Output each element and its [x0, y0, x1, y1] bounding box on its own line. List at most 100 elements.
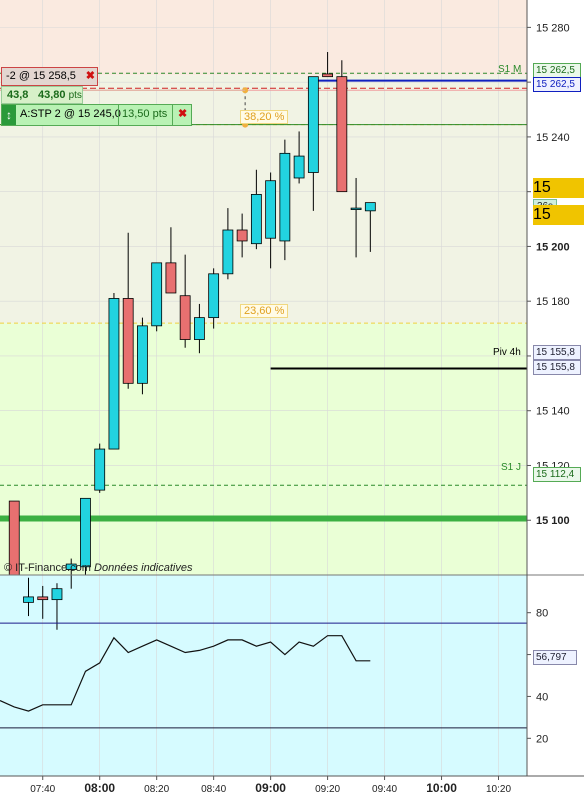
- x-tick-label: 10:20: [486, 784, 511, 793]
- candle[interactable]: [37, 585, 49, 619]
- candle[interactable]: [80, 497, 91, 575]
- candle-body: [65, 563, 77, 570]
- candle[interactable]: [222, 208, 234, 280]
- x-tick-label: 09:40: [372, 784, 397, 793]
- price-tag-s1m: 15 262,5: [533, 63, 581, 78]
- level-label-piv4h: Piv 4h: [493, 347, 521, 358]
- candle[interactable]: [151, 262, 163, 332]
- order-value-b-number: 43,80: [38, 89, 66, 101]
- candle-body: [194, 317, 205, 340]
- candle-body: [364, 202, 376, 212]
- last-price-tag-top: 15 214,1: [533, 178, 584, 198]
- divider: [172, 105, 173, 125]
- candle-body: [94, 448, 106, 491]
- candle[interactable]: [23, 577, 34, 617]
- candle[interactable]: [364, 202, 376, 252]
- stop-order-text: A:STP 2 @ 15 245,0: [20, 108, 121, 120]
- price-tag-blue: 15 262,5: [533, 77, 581, 92]
- candle[interactable]: [350, 177, 362, 258]
- cancel-stop-order-icon[interactable]: ✖: [178, 108, 188, 120]
- candle-body: [51, 588, 63, 601]
- candle-body: [179, 295, 191, 340]
- candle[interactable]: [94, 443, 106, 493]
- source-credit: © IT-Finance.com Données indicatives: [4, 562, 192, 574]
- candle[interactable]: [122, 232, 134, 389]
- x-tick-label: 10:00: [426, 781, 457, 793]
- candle[interactable]: [165, 227, 177, 294]
- candle[interactable]: [65, 558, 77, 589]
- stop-order-points: 13,50 pts: [122, 108, 168, 120]
- candle-body: [250, 194, 262, 245]
- order-value-b: 43,80 pts: [38, 89, 82, 101]
- y-tick-label: 15 180: [536, 296, 570, 308]
- last-price-bottom-value: 15 214,1: [533, 206, 551, 223]
- y-tick-label: 15 100: [536, 515, 570, 527]
- fib-label-38: 38,20 %: [240, 110, 289, 124]
- stop-order-label[interactable]: ↕ A:STP 2 @ 15 245,0 13,50 pts ✖: [1, 104, 192, 126]
- x-tick-label: 08:20: [144, 784, 169, 793]
- candle[interactable]: [108, 292, 120, 450]
- x-tick-label: 08:00: [84, 781, 115, 793]
- candle[interactable]: [293, 131, 305, 184]
- candle-body: [322, 73, 333, 78]
- candle[interactable]: [322, 52, 333, 78]
- y-tick-label: 15 280: [536, 22, 570, 34]
- osc-y-tick-label: 20: [536, 733, 548, 745]
- candle-body: [236, 229, 248, 242]
- zone-low: [0, 323, 527, 575]
- oscillator-background: [0, 575, 527, 776]
- cancel-sell-order-icon[interactable]: ✖: [85, 70, 95, 82]
- candle[interactable]: [307, 76, 319, 211]
- candle-body: [122, 298, 134, 384]
- price-tag-piv4h-b: 15 155,8: [533, 360, 581, 375]
- fib-label-23: 23,60 %: [240, 304, 289, 318]
- candle[interactable]: [51, 583, 63, 630]
- bottom-axis-background: [0, 776, 527, 793]
- source-brand: © IT-Finance.com: [4, 562, 91, 574]
- candle[interactable]: [179, 254, 191, 348]
- candle-body: [336, 76, 348, 193]
- candle[interactable]: [279, 139, 291, 261]
- y-tick-label: 15 140: [536, 406, 570, 418]
- sell-order-text: -2 @ 15 258,5: [6, 70, 76, 82]
- x-tick-label: 08:40: [201, 784, 226, 793]
- level-label-s1m: S1 M: [498, 64, 522, 75]
- level-label-s1j: S1 J: [501, 462, 522, 473]
- candle[interactable]: [236, 213, 248, 258]
- oscillator-line: [0, 635, 371, 712]
- candle[interactable]: [265, 172, 277, 269]
- candle-body: [151, 262, 163, 327]
- last-price-tag-bottom: 15 214,1: [533, 205, 584, 225]
- divider: [118, 105, 119, 125]
- candle-body: [37, 596, 49, 601]
- oscillator-last-value: 56,797: [533, 650, 577, 665]
- candle-body: [222, 229, 234, 275]
- price-tag-s1j: 15 112,4: [533, 467, 581, 482]
- sell-order-label[interactable]: -2 @ 15 258,5 ✖: [1, 67, 98, 86]
- candles[interactable]: [8, 52, 376, 630]
- candle-body: [23, 596, 34, 603]
- candle[interactable]: [137, 317, 148, 395]
- y-tick-label: 15 240: [536, 132, 570, 144]
- last-price-top-value: 15 214,1: [533, 179, 551, 196]
- source-note: Données indicatives: [94, 562, 193, 574]
- x-tick-label: 09:00: [255, 781, 286, 793]
- candle[interactable]: [194, 303, 205, 354]
- candle-body: [137, 325, 148, 384]
- y-tick-label: 15 200: [536, 241, 570, 253]
- x-tick-label: 09:20: [315, 784, 340, 793]
- candle-body: [279, 152, 291, 242]
- candle-body: [350, 207, 362, 210]
- zone-top: [0, 0, 527, 76]
- drag-handle-icon[interactable]: ↕: [2, 105, 16, 125]
- candle-body: [265, 180, 277, 239]
- candle-body: [108, 298, 120, 450]
- candle-body: [208, 273, 220, 319]
- right-axis-background: [527, 0, 584, 793]
- osc-y-tick-label: 80: [536, 608, 548, 620]
- candle-body: [293, 155, 305, 179]
- candle[interactable]: [336, 60, 348, 193]
- candle[interactable]: [250, 169, 262, 250]
- candle[interactable]: [208, 268, 220, 329]
- candle-body: [165, 262, 177, 294]
